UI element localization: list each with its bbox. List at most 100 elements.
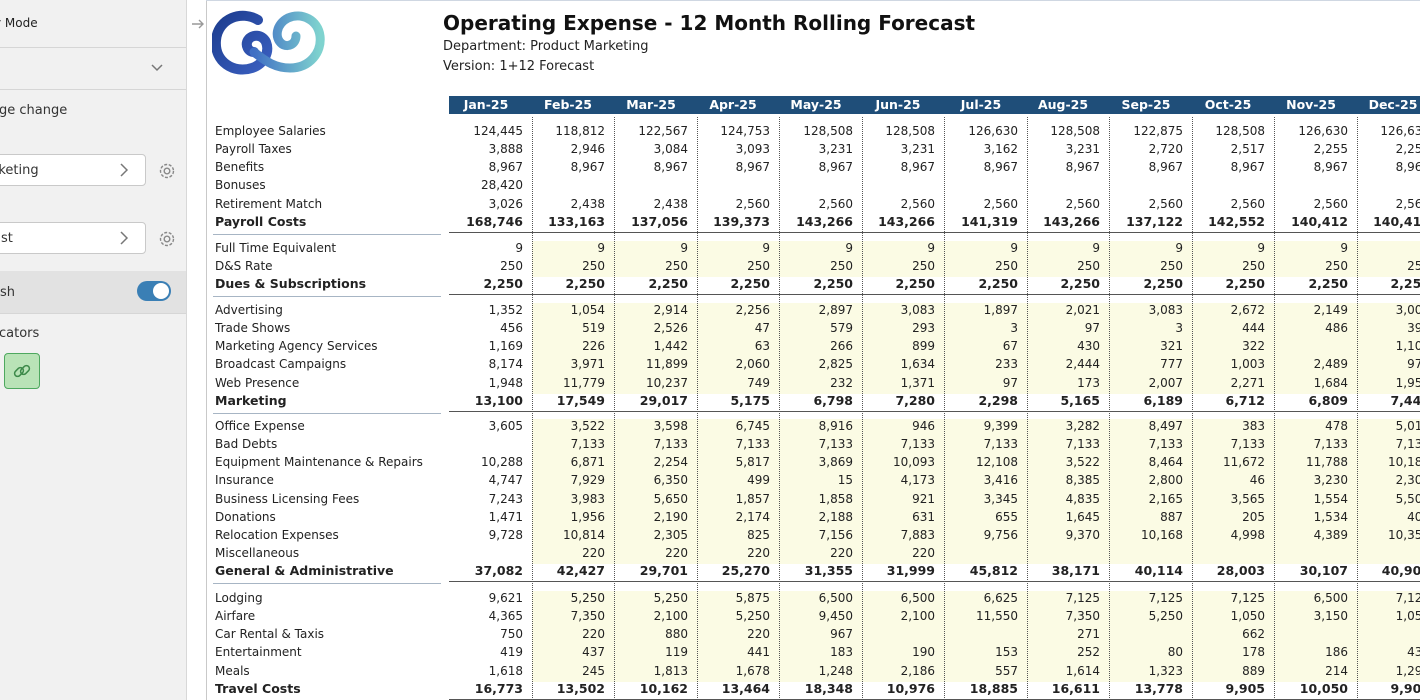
table-cell[interactable]: 266: [830, 339, 853, 354]
table-cell[interactable]: 1,857: [735, 491, 770, 506]
table-cell[interactable]: 393: [1407, 321, 1420, 336]
table-cell[interactable]: 186: [1325, 645, 1348, 660]
table-cell[interactable]: 4,835: [1065, 491, 1100, 506]
table-cell[interactable]: 1,534: [1313, 509, 1348, 524]
table-cell[interactable]: 7,133: [1065, 437, 1100, 452]
table-cell[interactable]: 220: [912, 546, 935, 561]
table-cell[interactable]: 1,248: [818, 663, 853, 678]
table-cell[interactable]: 7,133: [653, 437, 688, 452]
table-cell[interactable]: 1,614: [1065, 663, 1100, 678]
table-cell[interactable]: 6,500: [818, 591, 853, 605]
table-cell[interactable]: 6,745: [735, 419, 770, 433]
table-cell[interactable]: 67: [1002, 339, 1018, 354]
table-cell[interactable]: 250: [1325, 259, 1348, 274]
table-cell[interactable]: 8,916: [818, 419, 853, 433]
table-cell[interactable]: 3,150: [1313, 609, 1348, 624]
table-cell[interactable]: 2,188: [818, 509, 853, 524]
table-cell[interactable]: 2,254: [653, 455, 688, 470]
link-button[interactable]: [4, 353, 40, 389]
table-cell[interactable]: 250: [1242, 259, 1265, 274]
table-cell[interactable]: 3,416: [983, 473, 1018, 488]
table-cell[interactable]: 3,565: [1230, 491, 1265, 506]
table-cell[interactable]: 5,250: [570, 591, 605, 605]
table-cell[interactable]: 233: [995, 357, 1018, 372]
table-cell[interactable]: 9,370: [1065, 527, 1100, 542]
table-cell[interactable]: 9: [927, 241, 935, 255]
table-cell[interactable]: 7,125: [1148, 591, 1183, 605]
table-cell[interactable]: 2,174: [735, 509, 770, 524]
table-cell[interactable]: 1,371: [900, 375, 935, 390]
table-cell[interactable]: 245: [582, 663, 605, 678]
table-cell[interactable]: 7,350: [570, 609, 605, 624]
table-cell[interactable]: 3,869: [818, 455, 853, 470]
table-cell[interactable]: 9: [1010, 241, 1018, 255]
table-cell[interactable]: 2,271: [1230, 375, 1265, 390]
table-cell[interactable]: 441: [747, 645, 770, 660]
table-cell[interactable]: 11,899: [646, 357, 688, 372]
table-cell[interactable]: 7,929: [570, 473, 605, 488]
table-cell[interactable]: 4,173: [900, 473, 935, 488]
table-cell[interactable]: 921: [912, 491, 935, 506]
table-cell[interactable]: 3,522: [570, 419, 605, 433]
table-cell[interactable]: 486: [1325, 321, 1348, 336]
table-cell[interactable]: 967: [830, 627, 853, 642]
table-cell[interactable]: 8,464: [1148, 455, 1183, 470]
table-cell[interactable]: 250: [830, 259, 853, 274]
version-select[interactable]: ast: [0, 222, 146, 254]
table-cell[interactable]: 7,125: [1230, 591, 1265, 605]
table-cell[interactable]: 777: [1160, 357, 1183, 372]
table-cell[interactable]: 519: [582, 321, 605, 336]
table-cell[interactable]: 250: [912, 259, 935, 274]
table-cell[interactable]: 47: [754, 321, 770, 336]
table-cell[interactable]: 153: [995, 645, 1018, 660]
table-cell[interactable]: 2,489: [1313, 357, 1348, 372]
table-cell[interactable]: 11,788: [1306, 455, 1348, 470]
table-cell[interactable]: 7,133: [818, 437, 853, 452]
table-cell[interactable]: 6,500: [1313, 591, 1348, 605]
table-cell[interactable]: 9,399: [983, 419, 1018, 433]
table-cell[interactable]: 3,522: [1065, 455, 1100, 470]
gear-icon[interactable]: [156, 160, 178, 182]
table-cell[interactable]: 3: [1010, 321, 1018, 336]
table-cell[interactable]: 7,133: [1313, 437, 1348, 452]
table-cell[interactable]: 7,125: [1065, 591, 1100, 605]
table-cell[interactable]: 557: [995, 663, 1018, 678]
table-cell[interactable]: 946: [912, 419, 935, 433]
table-cell[interactable]: 7,125: [1395, 591, 1420, 605]
table-cell[interactable]: 7,133: [900, 437, 935, 452]
table-cell[interactable]: 63: [754, 339, 770, 354]
table-cell[interactable]: 401: [1407, 509, 1420, 524]
table-cell[interactable]: 887: [1160, 509, 1183, 524]
table-cell[interactable]: 9: [1175, 241, 1183, 255]
table-cell[interactable]: 499: [747, 473, 770, 488]
table-cell[interactable]: 10,188: [1388, 455, 1420, 470]
table-cell[interactable]: 437: [1407, 645, 1420, 660]
table-cell[interactable]: 3,345: [983, 491, 1018, 506]
table-cell[interactable]: 10,355: [1388, 527, 1420, 542]
table-cell[interactable]: 10,237: [646, 375, 688, 390]
table-cell[interactable]: 1,293: [1395, 663, 1420, 678]
table-cell[interactable]: 5,250: [1148, 609, 1183, 624]
table-cell[interactable]: 214: [1325, 663, 1348, 678]
table-cell[interactable]: 1,442: [653, 339, 688, 354]
table-cell[interactable]: 250: [1077, 259, 1100, 274]
table-cell[interactable]: 11,672: [1223, 455, 1265, 470]
table-cell[interactable]: 322: [1242, 339, 1265, 354]
gear-icon[interactable]: [156, 228, 178, 250]
table-cell[interactable]: 3,083: [1148, 303, 1183, 317]
table-cell[interactable]: 7,350: [1065, 609, 1100, 624]
table-cell[interactable]: 220: [582, 627, 605, 642]
chevron-down-icon[interactable]: [150, 60, 164, 74]
mode-toggle[interactable]: y Mode: [0, 16, 44, 31]
table-cell[interactable]: 1,813: [653, 663, 688, 678]
table-cell[interactable]: 7,156: [818, 527, 853, 542]
table-cell[interactable]: 7,133: [735, 437, 770, 452]
table-cell[interactable]: 1,678: [735, 663, 770, 678]
table-cell[interactable]: 2,444: [1065, 357, 1100, 372]
collapse-arrow-icon[interactable]: [190, 16, 206, 32]
table-cell[interactable]: 2,190: [653, 509, 688, 524]
table-cell[interactable]: 5,505: [1395, 491, 1420, 506]
table-cell[interactable]: 11,779: [563, 375, 605, 390]
table-cell[interactable]: 3,005: [1395, 303, 1420, 317]
table-cell[interactable]: 293: [912, 321, 935, 336]
